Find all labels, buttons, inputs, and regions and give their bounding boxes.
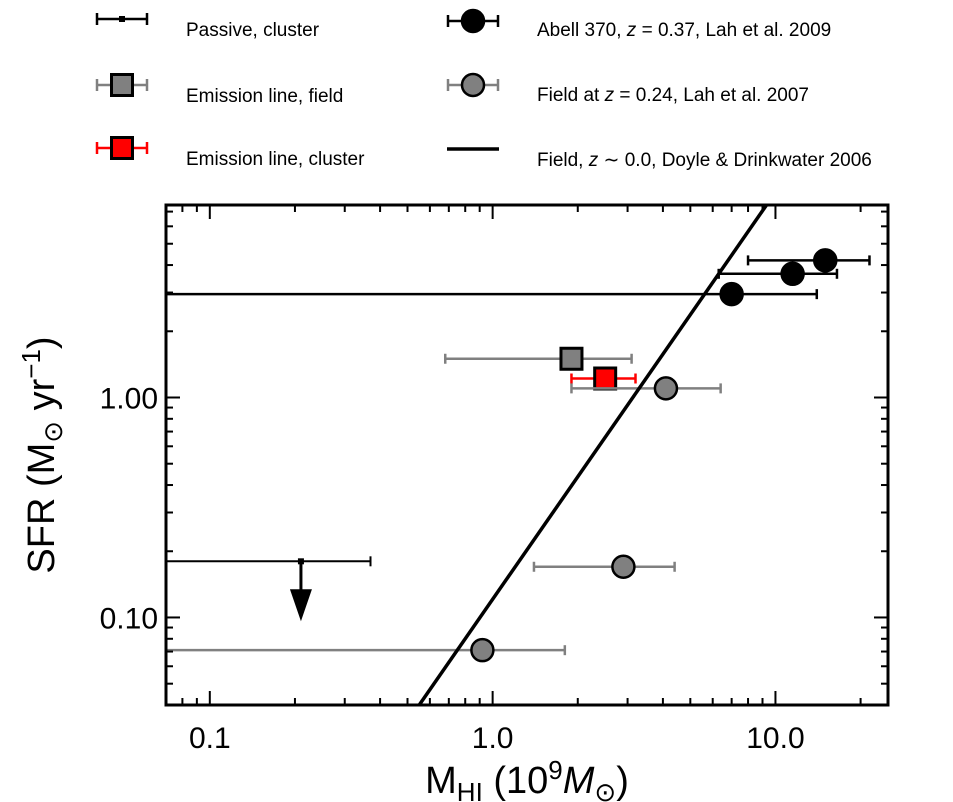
legend-entry: Emission line, cluster xyxy=(95,136,365,170)
x-tick-label: 10.0 xyxy=(746,722,804,755)
legend-label: Passive, cluster xyxy=(186,20,320,41)
error-bar xyxy=(166,645,567,656)
legend-entry: Field, z ∼ 0.0, Doyle & Drinkwater 2006 xyxy=(447,147,872,171)
legend-entry: Abell 370, z = 0.37, Lah et al. 2009 xyxy=(446,8,831,41)
error-bar xyxy=(746,255,871,266)
legend-marker xyxy=(119,16,125,22)
legend-marker xyxy=(460,8,486,34)
y-tick-label: 1.00 xyxy=(100,382,158,415)
error-bar xyxy=(532,561,676,572)
legend-label: Field at z = 0.24, Lah et al. 2007 xyxy=(537,85,809,106)
error-bar xyxy=(570,383,722,394)
error-bar xyxy=(166,556,372,567)
relation-line xyxy=(417,205,768,705)
data-point xyxy=(611,554,636,580)
y-axis-title: SFR (M⊙ yr−1) xyxy=(16,336,68,573)
legend-marker xyxy=(110,136,134,160)
legend-label: Emission line, cluster xyxy=(186,149,365,170)
x-axis-title: MHI (109M⊙) xyxy=(425,755,629,802)
legend: Passive, cluster Emission line, field Emis… xyxy=(95,8,872,171)
axes: 0.1 1.0 10.0 0.10 1.00 MHI (109M⊙) SFR (M⊙ yr−… xyxy=(16,203,890,802)
error-bar xyxy=(166,289,819,300)
data-point xyxy=(813,248,838,273)
plot-frame xyxy=(164,203,890,707)
x-tick-label: 0.1 xyxy=(189,722,231,755)
legend-marker xyxy=(110,73,134,97)
data-point xyxy=(470,637,495,663)
legend-entry: Field at z = 0.24, Lah et al. 2007 xyxy=(446,72,809,106)
data-point xyxy=(780,261,805,287)
data-point xyxy=(559,346,584,371)
data-point xyxy=(297,558,304,565)
data-point xyxy=(653,376,679,401)
legend-marker xyxy=(460,72,486,98)
y-tick-label: 0.10 xyxy=(100,602,158,635)
legend-label: Abell 370, z = 0.37, Lah et al. 2009 xyxy=(537,20,831,41)
data-point xyxy=(719,281,744,307)
x-tick-label: 1.0 xyxy=(472,722,514,755)
plot-area xyxy=(166,205,871,705)
legend-entry: Emission line, field xyxy=(95,73,343,107)
error-bar xyxy=(444,353,633,364)
upper-limit-arrow-head xyxy=(289,589,312,622)
data-point xyxy=(593,366,618,391)
legend-entry: Passive, cluster xyxy=(95,13,320,41)
legend-label: Field, z ∼ 0.0, Doyle & Drinkwater 2006 xyxy=(537,150,872,171)
legend-label: Emission line, field xyxy=(186,86,343,107)
